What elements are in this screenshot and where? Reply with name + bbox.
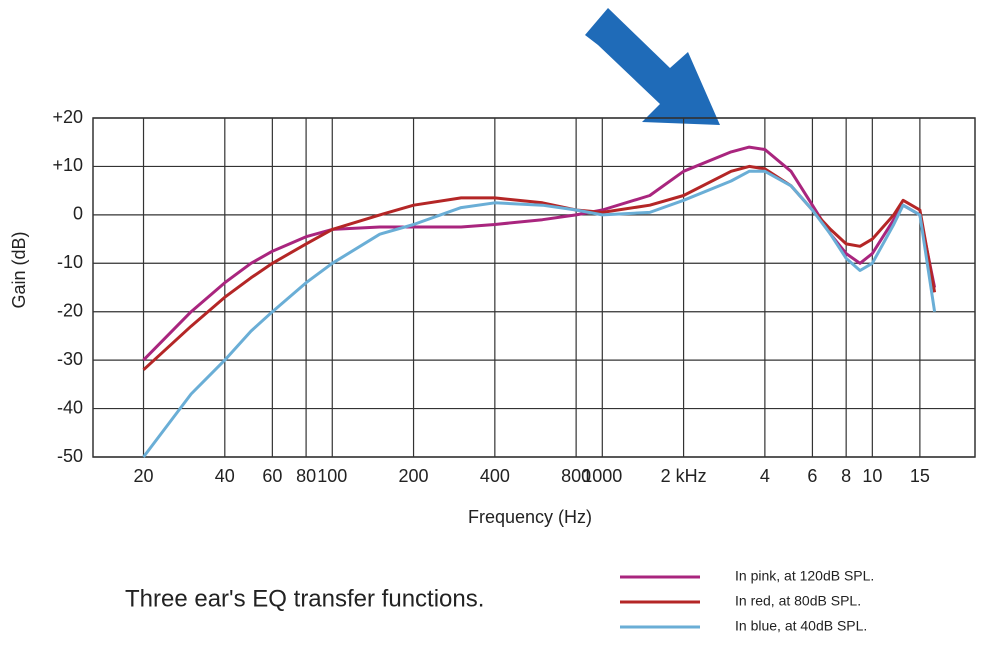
data-line <box>142 164 937 371</box>
x-tick-label: 10 <box>862 466 882 486</box>
x-tick-label: 8 <box>841 466 851 486</box>
data-line <box>142 169 937 458</box>
x-tick-label: 60 <box>262 466 282 486</box>
x-axis-label: Frequency (Hz) <box>468 507 592 527</box>
legend-label: In red, at 80dB SPL. <box>735 593 861 609</box>
data-line <box>142 145 937 362</box>
x-tick-label: 200 <box>399 466 429 486</box>
y-tick-label: -50 <box>57 446 83 466</box>
x-tick-label: 40 <box>215 466 235 486</box>
y-tick-label: +20 <box>52 107 83 127</box>
y-tick-label: -40 <box>57 397 83 417</box>
y-tick-label: 0 <box>73 204 83 224</box>
y-tick-label: +10 <box>52 155 83 175</box>
x-tick-label: 2 kHz <box>661 466 707 486</box>
x-tick-label: 15 <box>910 466 930 486</box>
x-tick-label: 1000 <box>582 466 622 486</box>
x-tick-label: 100 <box>317 466 347 486</box>
x-tick-label: 800 <box>561 466 591 486</box>
y-axis-label: Gain (dB) <box>9 231 29 308</box>
x-tick-label: 4 <box>760 466 770 486</box>
legend-label: In blue, at 40dB SPL. <box>735 618 867 634</box>
pointer-arrow <box>585 8 720 125</box>
legend-label: In pink, at 120dB SPL. <box>735 568 874 584</box>
x-tick-label: 400 <box>480 466 510 486</box>
x-tick-label: 20 <box>134 466 154 486</box>
y-tick-label: -30 <box>57 349 83 369</box>
y-tick-label: -20 <box>57 300 83 320</box>
y-tick-label: -10 <box>57 252 83 272</box>
caption: Three ear's EQ transfer functions. <box>125 585 484 612</box>
x-tick-label: 80 <box>296 466 316 486</box>
x-tick-label: 6 <box>807 466 817 486</box>
